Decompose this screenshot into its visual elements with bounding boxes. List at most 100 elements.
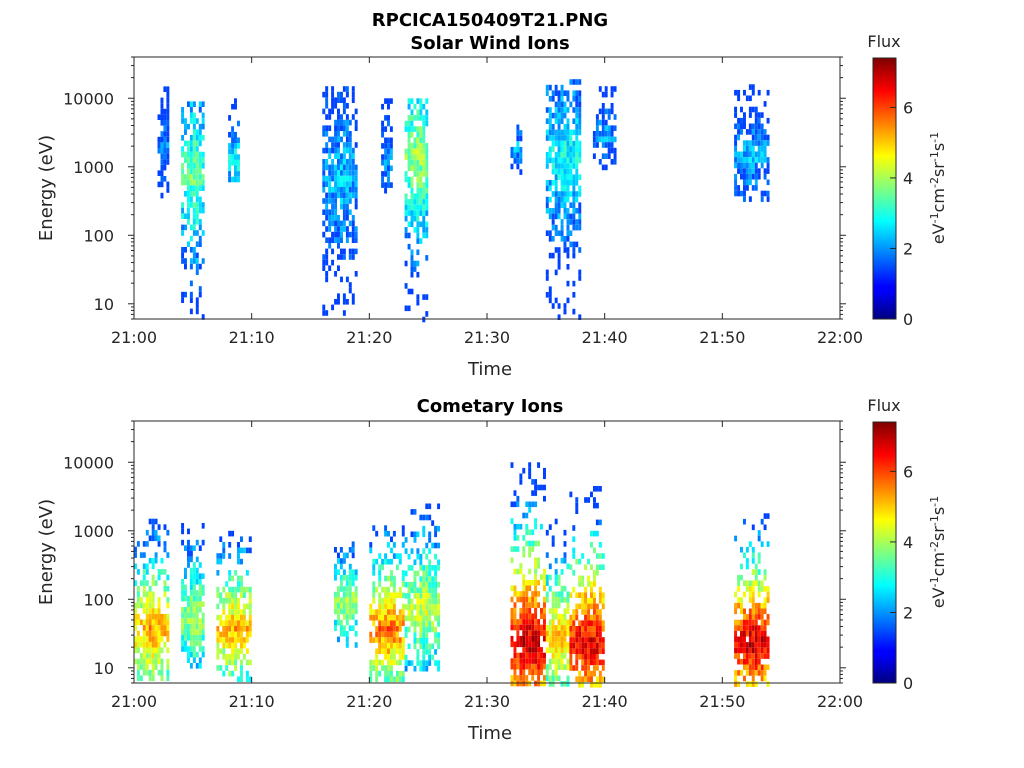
heatmap-cell <box>425 643 429 650</box>
heatmap-cell <box>748 647 752 654</box>
heatmap-cell <box>413 604 417 610</box>
heatmap-cell <box>240 592 243 598</box>
heatmap-cell <box>340 226 343 232</box>
heatmap-cell <box>743 591 746 598</box>
heatmap-cell <box>325 91 329 98</box>
heatmap-cell <box>187 539 190 546</box>
heatmap-cell <box>234 131 237 138</box>
heatmap-cell <box>545 230 549 236</box>
heatmap-cell <box>407 581 411 588</box>
heatmap-cell <box>245 603 249 610</box>
heatmap-cell <box>340 220 343 227</box>
x-tick-label: 21:50 <box>699 328 745 347</box>
heatmap-cell <box>184 118 187 124</box>
heatmap-cell <box>548 146 552 152</box>
heatmap-cell <box>519 568 523 575</box>
heatmap-cell <box>545 625 549 631</box>
heatmap-cell <box>342 192 346 199</box>
heatmap-cell <box>748 591 752 598</box>
heatmap-cell <box>551 180 555 186</box>
heatmap-cell <box>563 303 567 309</box>
heatmap-cell <box>189 635 193 641</box>
heatmap-cell <box>598 119 602 126</box>
y-tick-label: 10 <box>94 295 114 314</box>
heatmap-cell <box>543 607 546 614</box>
heatmap-cell <box>569 191 573 197</box>
heatmap-cell <box>234 98 237 104</box>
heatmap-cell <box>151 563 155 570</box>
heatmap-cell <box>337 125 340 131</box>
heatmap-cell <box>410 598 414 605</box>
heatmap-cell <box>222 648 226 654</box>
heatmap-cell <box>760 675 764 682</box>
heatmap-cell <box>189 308 193 315</box>
heatmap-cell <box>375 609 379 615</box>
heatmap-cell <box>407 154 411 160</box>
heatmap-cell <box>216 614 220 621</box>
heatmap-cell <box>740 151 743 158</box>
heatmap-cell <box>392 637 396 643</box>
heatmap-cell <box>160 103 164 109</box>
heatmap-cell <box>337 636 340 643</box>
heatmap-cell <box>195 118 199 124</box>
heatmap-cell <box>237 171 240 177</box>
heatmap-cell <box>519 591 523 597</box>
heatmap-cell <box>413 154 417 160</box>
heatmap-cell <box>540 523 543 530</box>
heatmap-cell <box>578 124 582 130</box>
burst-8 <box>592 86 617 171</box>
heatmap-cell <box>572 196 576 203</box>
heatmap-cell <box>369 609 373 615</box>
heatmap-cell <box>410 271 414 278</box>
heatmap-cell <box>437 565 441 571</box>
heatmap-cell <box>228 171 232 177</box>
heatmap-cell <box>592 136 596 143</box>
heatmap-cell <box>339 631 343 637</box>
heatmap-cell <box>387 648 390 655</box>
heatmap-cell <box>181 202 185 208</box>
heatmap-cell <box>328 125 332 131</box>
heatmap-cell <box>345 597 349 603</box>
heatmap-cell <box>201 646 205 652</box>
heatmap-solar-wind <box>157 79 770 323</box>
heatmap-cell <box>525 652 529 659</box>
heatmap-cell <box>751 591 755 598</box>
heatmap-cell <box>516 523 520 530</box>
heatmap-cell <box>434 525 438 532</box>
heatmap-cell <box>216 558 220 565</box>
heatmap-cell <box>378 570 382 576</box>
heatmap-cell <box>331 147 335 154</box>
axes-solar-wind: 21:00 21:10 21:20 21:30 21:40 21:50 22:0010100… <box>63 56 863 347</box>
heatmap-cell <box>395 642 399 649</box>
heatmap-cell <box>745 546 749 553</box>
heatmap-cell <box>763 513 767 519</box>
heatmap-cell <box>392 530 396 537</box>
heatmap-cell <box>145 669 149 676</box>
heatmap-cell <box>195 651 199 658</box>
heatmap-cell <box>428 531 432 538</box>
heatmap-cell <box>766 614 770 620</box>
heatmap-cell <box>545 275 549 281</box>
heatmap-cell <box>575 654 579 660</box>
heatmap-cell <box>593 497 596 503</box>
burst-4 <box>369 525 405 683</box>
heatmap-cell <box>569 140 573 147</box>
heatmap-cell <box>378 631 382 638</box>
heatmap-cell <box>410 204 414 211</box>
heatmap-cell <box>754 151 758 158</box>
heatmap-cell <box>437 632 441 638</box>
heatmap-cell <box>154 535 158 542</box>
burst-0 <box>157 86 170 199</box>
x-tick-label: 21:30 <box>464 692 510 711</box>
heatmap-cell <box>248 626 252 632</box>
heatmap-cell <box>219 592 223 598</box>
heatmap-cell <box>575 112 579 119</box>
heatmap-cell <box>337 153 340 159</box>
heatmap-cell <box>522 585 526 592</box>
heatmap-cell <box>537 652 541 659</box>
heatmap-cell <box>513 658 517 664</box>
heatmap-cell <box>242 614 246 621</box>
heatmap-cell <box>351 91 355 98</box>
heatmap-cell <box>557 135 561 141</box>
heatmap-cell <box>525 512 529 519</box>
